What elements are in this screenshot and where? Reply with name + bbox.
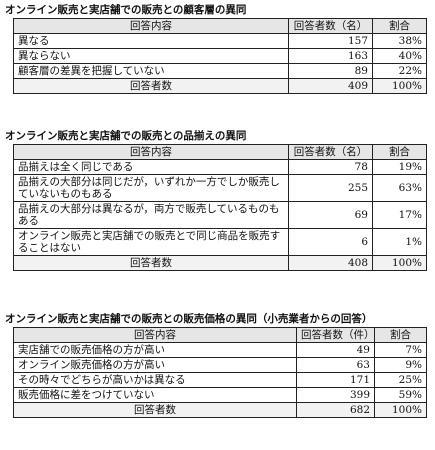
total-row: 回答者数 682 100% — [13, 402, 427, 418]
answer-cell: 品揃えの大部分は同じだが，いずれか一方でしか販売していないものもある — [13, 174, 289, 202]
total-count: 682 — [296, 402, 375, 418]
pct-cell: 19% — [372, 159, 427, 175]
pct-cell: 63% — [372, 174, 427, 202]
total-pct: 100% — [372, 255, 427, 271]
count-cell: 63 — [296, 357, 375, 373]
pct-cell: 1% — [372, 228, 427, 256]
header-answer: 回答内容 — [13, 144, 289, 160]
table-row: 異ならない 163 40% — [13, 48, 427, 64]
answer-cell: オンライン販売と実店舗での販売とで同じ商品を販売することはない — [13, 228, 289, 256]
pct-cell: 59% — [374, 387, 427, 403]
header-pct: 割合 — [374, 327, 427, 343]
header-answer: 回答内容 — [13, 327, 297, 343]
count-cell: 171 — [296, 372, 375, 388]
pct-cell: 22% — [372, 63, 427, 79]
answer-cell: その時々でどちらが高いかは異なる — [13, 372, 297, 388]
table-row: 品揃えの大部分は異なるが，両方で販売しているものもある 69 17% — [13, 201, 427, 229]
answer-cell: 異なる — [13, 33, 289, 49]
answer-cell: 顧客層の差異を把握していない — [13, 63, 289, 79]
header-pct: 割合 — [372, 18, 427, 34]
total-count: 408 — [288, 255, 373, 271]
table-row: 顧客層の差異を把握していない 89 22% — [13, 63, 427, 79]
header-answer: 回答内容 — [13, 18, 289, 34]
count-cell: 89 — [288, 63, 373, 79]
count-cell: 49 — [296, 342, 375, 358]
answer-cell: オンライン販売価格の方が高い — [13, 357, 297, 373]
total-row: 回答者数 409 100% — [13, 78, 427, 94]
table-row: その時々でどちらが高いかは異なる 171 25% — [13, 372, 427, 388]
answer-cell: 実店舗での販売価格の方が高い — [13, 342, 297, 358]
pct-cell: 7% — [374, 342, 427, 358]
answer-cell: 販売価格に差をつけていない — [13, 387, 297, 403]
header-count: 回答者数（名） — [288, 18, 373, 34]
table-row: 品揃えの大部分は同じだが，いずれか一方でしか販売していないものもある 255 6… — [13, 174, 427, 202]
customer-base-table: 回答内容 回答者数（名） 割合 異なる 157 38% 異ならない 163 40… — [13, 18, 427, 94]
answer-cell: 異ならない — [13, 48, 289, 64]
price-table: 回答内容 回答者数（件） 割合 実店舗での販売価格の方が高い 49 7% オンラ… — [13, 327, 427, 418]
price-section: オンライン販売と実店舗での販売との販売価格の異同（小売業者からの回答） 回答内容… — [5, 313, 430, 418]
pct-cell: 25% — [374, 372, 427, 388]
total-count: 409 — [288, 78, 373, 94]
section-title: オンライン販売と実店舗での販売との顧客層の異同 — [5, 4, 247, 16]
total-row: 回答者数 408 100% — [13, 255, 427, 271]
pct-cell: 17% — [372, 201, 427, 229]
table-header-row: 回答内容 回答者数（件） 割合 — [13, 327, 427, 343]
section-title: オンライン販売と実店舗での販売との品揃えの異同 — [5, 130, 247, 142]
total-label: 回答者数 — [13, 78, 289, 94]
total-label: 回答者数 — [13, 402, 297, 418]
count-cell: 157 — [288, 33, 373, 49]
assortment-section: オンライン販売と実店舗での販売との品揃えの異同 回答内容 回答者数（名） 割合 … — [5, 130, 430, 271]
pct-cell: 38% — [372, 33, 427, 49]
count-cell: 78 — [288, 159, 373, 175]
assortment-table: 回答内容 回答者数（名） 割合 品揃えは全く同じである 78 19% 品揃えの大… — [13, 144, 427, 271]
total-pct: 100% — [374, 402, 427, 418]
total-pct: 100% — [372, 78, 427, 94]
count-cell: 255 — [288, 174, 373, 202]
count-cell: 6 — [288, 228, 373, 256]
table-row: オンライン販売価格の方が高い 63 9% — [13, 357, 427, 373]
pct-cell: 9% — [374, 357, 427, 373]
table-row: 異なる 157 38% — [13, 33, 427, 49]
table-row: 品揃えは全く同じである 78 19% — [13, 159, 427, 175]
table-row: 実店舗での販売価格の方が高い 49 7% — [13, 342, 427, 358]
pct-cell: 40% — [372, 48, 427, 64]
header-count: 回答者数（名） — [288, 144, 373, 160]
count-cell: 69 — [288, 201, 373, 229]
count-cell: 399 — [296, 387, 375, 403]
total-label: 回答者数 — [13, 255, 289, 271]
section-title: オンライン販売と実店舗での販売との販売価格の異同（小売業者からの回答） — [5, 313, 373, 325]
table-header-row: 回答内容 回答者数（名） 割合 — [13, 18, 427, 34]
table-row: 販売価格に差をつけていない 399 59% — [13, 387, 427, 403]
header-count: 回答者数（件） — [296, 327, 375, 343]
table-row: オンライン販売と実店舗での販売とで同じ商品を販売することはない 6 1% — [13, 228, 427, 256]
answer-cell: 品揃えは全く同じである — [13, 159, 289, 175]
header-pct: 割合 — [372, 144, 427, 160]
answer-cell: 品揃えの大部分は異なるが，両方で販売しているものもある — [13, 201, 289, 229]
customer-base-section: オンライン販売と実店舗での販売との顧客層の異同 回答内容 回答者数（名） 割合 … — [5, 4, 430, 94]
count-cell: 163 — [288, 48, 373, 64]
table-header-row: 回答内容 回答者数（名） 割合 — [13, 144, 427, 160]
